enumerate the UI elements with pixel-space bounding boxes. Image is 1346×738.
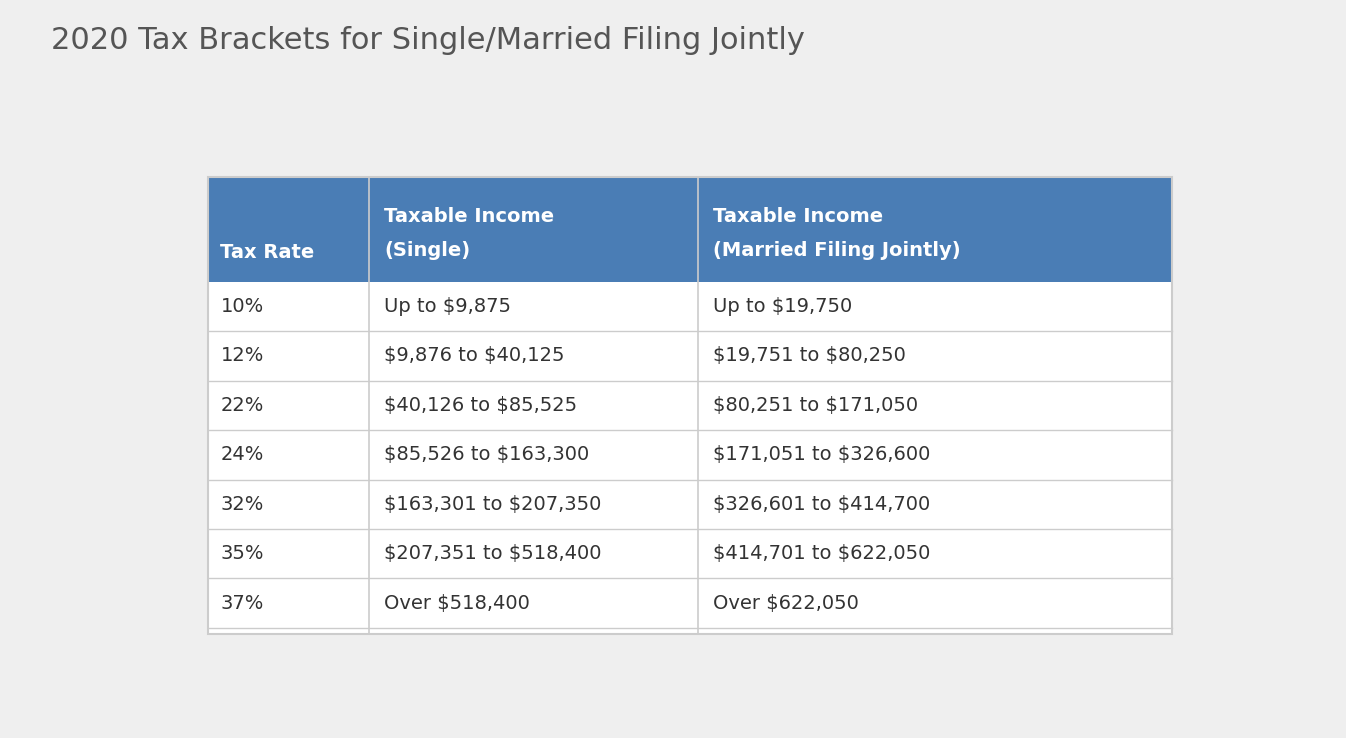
Text: \$19,751 to \$80,250: \$19,751 to \$80,250 bbox=[713, 346, 906, 365]
Text: 12%: 12% bbox=[221, 346, 264, 365]
Text: \$207,351 to \$518,400: \$207,351 to \$518,400 bbox=[384, 544, 602, 563]
Bar bbox=[207, 529, 1172, 579]
Bar bbox=[207, 282, 1172, 331]
Text: \$80,251 to \$171,050: \$80,251 to \$171,050 bbox=[713, 396, 918, 415]
Text: 35%: 35% bbox=[221, 544, 264, 563]
Text: 32%: 32% bbox=[221, 494, 264, 514]
Text: Over \$518,400: Over \$518,400 bbox=[384, 593, 530, 613]
Text: Taxable Income: Taxable Income bbox=[713, 207, 883, 226]
Bar bbox=[207, 176, 1172, 282]
Text: (Single): (Single) bbox=[384, 241, 470, 260]
Text: Over \$622,050: Over \$622,050 bbox=[713, 593, 859, 613]
Text: 2020 Tax Brackets for Single/Married Filing Jointly: 2020 Tax Brackets for Single/Married Fil… bbox=[51, 26, 805, 55]
Bar bbox=[207, 430, 1172, 480]
Text: \$163,301 to \$207,350: \$163,301 to \$207,350 bbox=[384, 494, 602, 514]
Text: 37%: 37% bbox=[221, 593, 264, 613]
Bar bbox=[207, 331, 1172, 381]
Bar bbox=[207, 282, 1172, 634]
Bar bbox=[207, 381, 1172, 430]
Text: 10%: 10% bbox=[221, 297, 264, 316]
Text: \$40,126 to \$85,525: \$40,126 to \$85,525 bbox=[384, 396, 577, 415]
Text: \$9,876 to \$40,125: \$9,876 to \$40,125 bbox=[384, 346, 565, 365]
Text: \$414,701 to \$622,050: \$414,701 to \$622,050 bbox=[713, 544, 930, 563]
Bar bbox=[207, 480, 1172, 529]
Bar bbox=[207, 579, 1172, 628]
Text: \$171,051 to \$326,600: \$171,051 to \$326,600 bbox=[713, 445, 930, 464]
Text: 22%: 22% bbox=[221, 396, 264, 415]
Text: Up to \$9,875: Up to \$9,875 bbox=[384, 297, 511, 316]
Text: \$326,601 to \$414,700: \$326,601 to \$414,700 bbox=[713, 494, 930, 514]
Text: \$85,526 to \$163,300: \$85,526 to \$163,300 bbox=[384, 445, 590, 464]
Text: Taxable Income: Taxable Income bbox=[384, 207, 555, 226]
Bar bbox=[207, 176, 1172, 634]
Text: Up to \$19,750: Up to \$19,750 bbox=[713, 297, 852, 316]
Text: 24%: 24% bbox=[221, 445, 264, 464]
Text: (Married Filing Jointly): (Married Filing Jointly) bbox=[713, 241, 961, 260]
Text: Tax Rate: Tax Rate bbox=[221, 243, 315, 262]
